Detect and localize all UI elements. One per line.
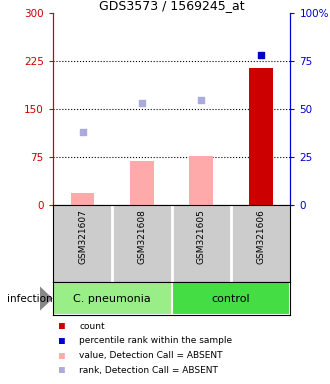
Text: percentile rank within the sample: percentile rank within the sample: [79, 336, 232, 346]
Bar: [189, 156, 213, 205]
Text: infection: infection: [7, 293, 52, 304]
Text: ■: ■: [59, 351, 65, 361]
Text: GSM321607: GSM321607: [78, 209, 87, 264]
Text: ■: ■: [59, 336, 65, 346]
Point: [80, 129, 85, 135]
Bar: [53, 282, 172, 315]
Point: [199, 97, 204, 103]
Text: count: count: [79, 322, 105, 331]
Point: [139, 100, 145, 106]
Text: GSM321608: GSM321608: [137, 209, 147, 264]
Text: ■: ■: [59, 365, 65, 375]
Text: C. pneumonia: C. pneumonia: [73, 293, 151, 304]
Text: value, Detection Call = ABSENT: value, Detection Call = ABSENT: [79, 351, 223, 360]
Title: GDS3573 / 1569245_at: GDS3573 / 1569245_at: [99, 0, 245, 12]
Bar: [249, 68, 273, 205]
Polygon shape: [40, 286, 53, 311]
Point: [258, 52, 263, 58]
Text: control: control: [212, 293, 250, 304]
Text: rank, Detection Call = ABSENT: rank, Detection Call = ABSENT: [79, 366, 218, 375]
Text: GSM321605: GSM321605: [197, 209, 206, 264]
Text: ■: ■: [59, 321, 65, 331]
Bar: [172, 282, 290, 315]
Text: GSM321606: GSM321606: [256, 209, 265, 264]
Bar: [130, 161, 154, 205]
Bar: [71, 193, 94, 205]
